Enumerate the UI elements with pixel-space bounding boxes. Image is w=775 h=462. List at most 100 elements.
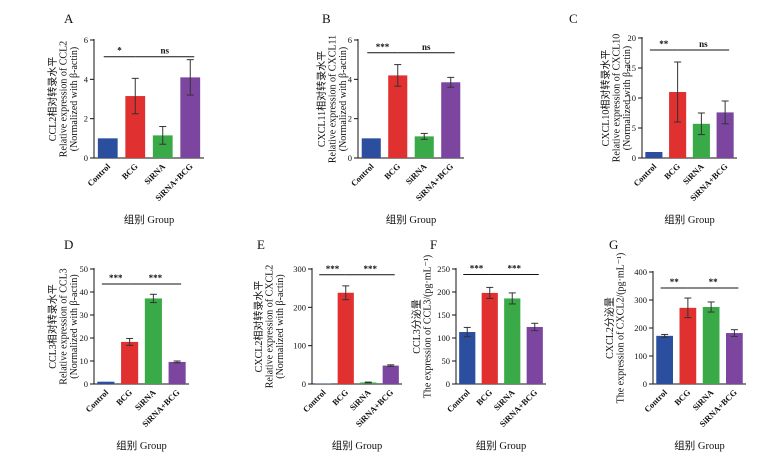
y-tick-label: 250 (437, 264, 450, 274)
significance-label: *** (508, 264, 522, 274)
significance-label: *** (149, 273, 163, 283)
y-axis-label-line: The expression of CCL3/(pg·mL⁻¹) (423, 255, 434, 399)
bar-control (361, 138, 381, 158)
bar-control (645, 152, 663, 158)
significance-label: ns (160, 46, 169, 56)
x-axis-label: 组别 Group (664, 213, 714, 226)
y-axis-label-line: (Normalized with β-actin) (622, 46, 633, 151)
y-tick-label: 4 (84, 74, 89, 84)
x-axis-label: 组别 Group (332, 439, 382, 452)
y-tick-label: 100 (293, 341, 306, 351)
y-tick-label: 20 (80, 333, 89, 343)
x-axis-label: 组别 Group (386, 213, 436, 226)
panel-letter: C (569, 11, 578, 26)
significance-label: *** (364, 264, 378, 274)
chart-panel-c: C CXCL10相对转录水平Relative expression of CXCL… (569, 11, 737, 226)
significance-label: *** (326, 264, 340, 274)
y-axis-label-line: Relative expression of CXCL2 (265, 265, 276, 389)
y-axis-label-line: CCL3相对转录水平 (46, 284, 59, 368)
chart-panel-e: E CXCL2相对转录水平Relative expression of CXCL2… (252, 237, 402, 452)
y-tick-label: 6 (348, 35, 352, 45)
y-tick-label: 0 (84, 379, 88, 389)
chart-panel-f: F CCL3分泌量The expression of CCL3/(pg·mL⁻¹)… (410, 237, 546, 452)
x-axis-label: 组别 Group (476, 439, 526, 452)
bar-sirna-bcg (180, 77, 201, 158)
category-label: BCG (662, 161, 682, 181)
y-tick-label: 100 (437, 333, 450, 343)
y-tick-label: 10 (80, 356, 89, 366)
bar-sirna-bcg (716, 112, 734, 158)
category-label: SiRNA (142, 161, 168, 187)
y-tick-label: 0 (84, 153, 88, 163)
y-axis-label: CCL2相对转录水平Relative expression of CCL2(No… (46, 41, 80, 157)
panel-letter: G (609, 237, 618, 252)
y-tick-label: 200 (437, 287, 450, 297)
x-axis-label: 组别 Group (124, 213, 174, 226)
significance-label: ** (670, 277, 680, 287)
y-tick-label: 300 (293, 264, 306, 274)
panel-letter: E (257, 237, 265, 252)
category-label: Control (642, 387, 669, 414)
bar-bcg (337, 292, 354, 384)
x-axis-label: 组别 Group (674, 439, 724, 452)
y-tick-label: 150 (437, 310, 450, 320)
y-axis-label: CXCL10相对转录水平Relative expression of CXCL1… (599, 34, 633, 163)
bar-sirna-bcg (168, 361, 186, 384)
significance-label: * (117, 46, 122, 56)
chart-panel-a: A CCL2相对转录水平Relative expression of CCL2(N… (46, 11, 204, 226)
bar-bcg (125, 96, 146, 158)
significance-label: ns (699, 39, 708, 49)
y-axis-label-line: (Normalized with β-actin) (69, 47, 80, 152)
panel-letter: B (322, 11, 331, 26)
y-tick-label: 50 (80, 264, 89, 274)
y-tick-label: 6 (84, 35, 88, 45)
y-axis-label-line: (Normalized with β-actin) (338, 47, 349, 152)
category-label: Control (83, 387, 110, 414)
category-label: BCG (120, 161, 140, 181)
bar-control (459, 332, 476, 384)
bar-bcg (388, 75, 408, 158)
y-axis-label-line: Relative expression of CXCL10 (612, 34, 623, 163)
y-axis-label-line: CXCL2分泌量 (603, 297, 616, 359)
y-axis-label-line: CCL2相对转录水平 (46, 57, 59, 141)
category-label: Control (349, 161, 376, 188)
y-axis-label-line: CXCL2相对转录水平 (252, 281, 265, 373)
category-label: BCG (672, 387, 692, 407)
panel-letter: A (64, 11, 74, 26)
y-tick-label: 0 (348, 153, 352, 163)
bar-sirna-bcg (526, 326, 543, 384)
category-label: Control (301, 387, 328, 414)
y-axis-label-line: (Normalized with β-actin) (69, 274, 80, 379)
y-axis-label-line: Relative expression of CXCL11 (328, 35, 339, 163)
y-axis-label: CCL3分泌量The expression of CCL3/(pg·mL⁻¹) (410, 255, 434, 399)
bar-control (656, 335, 673, 384)
y-axis-label-line: CXCL10相对转录水平 (599, 50, 612, 147)
y-tick-label: 50 (442, 356, 451, 366)
bar-sirna (702, 307, 720, 384)
y-tick-label: 4 (348, 74, 353, 84)
category-label: SiRNA (404, 161, 430, 187)
significance-label: *** (109, 273, 123, 283)
bar-sirna (692, 123, 710, 158)
bar-sirna (144, 298, 162, 384)
y-axis-label-line: CCL3分泌量 (410, 299, 423, 353)
y-tick-label: 0 (643, 379, 647, 389)
bar-bcg (669, 92, 687, 158)
bar-sirna (504, 298, 521, 384)
significance-label: *** (470, 264, 484, 274)
y-tick-label: 5 (632, 123, 636, 133)
y-tick-label: 200 (293, 302, 306, 312)
x-axis-label: 组别 Group (116, 439, 166, 452)
y-tick-label: 0 (446, 379, 450, 389)
chart-panel-d: D CCL3相对转录水平Relative expression of CCL3(N… (46, 237, 189, 452)
significance-label: ** (709, 277, 719, 287)
y-tick-label: 0 (302, 379, 306, 389)
bar-bcg (481, 292, 498, 384)
y-axis-label-line: Relative expression of CCL3 (59, 268, 70, 384)
category-label: Control (631, 161, 658, 188)
significance-label: ** (659, 39, 669, 49)
y-tick-label: 10 (628, 93, 637, 103)
bar-bcg (679, 307, 697, 384)
y-axis-label-line: Relative expression of CCL2 (59, 41, 70, 157)
